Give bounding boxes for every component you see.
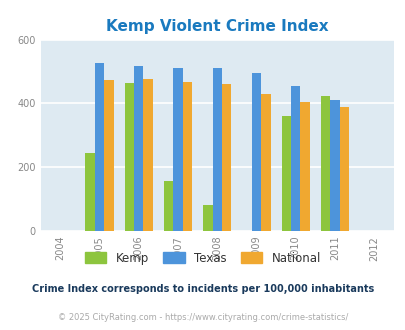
Bar bbox=[222, 84, 231, 231]
Title: Kemp Violent Crime Index: Kemp Violent Crime Index bbox=[106, 19, 328, 34]
Bar bbox=[290, 85, 300, 231]
Bar bbox=[202, 205, 212, 231]
Text: Crime Index corresponds to incidents per 100,000 inhabitants: Crime Index corresponds to incidents per… bbox=[32, 284, 373, 294]
Bar bbox=[281, 115, 290, 231]
Bar bbox=[182, 82, 192, 231]
Bar bbox=[329, 100, 339, 231]
Bar bbox=[339, 107, 348, 231]
Bar bbox=[251, 73, 260, 231]
Bar bbox=[134, 66, 143, 231]
Bar bbox=[300, 102, 309, 231]
Bar bbox=[173, 68, 182, 231]
Bar bbox=[320, 96, 329, 231]
Bar bbox=[104, 80, 113, 231]
Bar bbox=[124, 82, 134, 231]
Bar bbox=[260, 94, 270, 231]
Bar bbox=[94, 63, 104, 231]
Bar bbox=[212, 68, 222, 231]
Legend: Kemp, Texas, National: Kemp, Texas, National bbox=[80, 247, 325, 269]
Bar bbox=[85, 153, 94, 231]
Text: © 2025 CityRating.com - https://www.cityrating.com/crime-statistics/: © 2025 CityRating.com - https://www.city… bbox=[58, 313, 347, 322]
Bar bbox=[164, 181, 173, 231]
Bar bbox=[143, 79, 152, 231]
